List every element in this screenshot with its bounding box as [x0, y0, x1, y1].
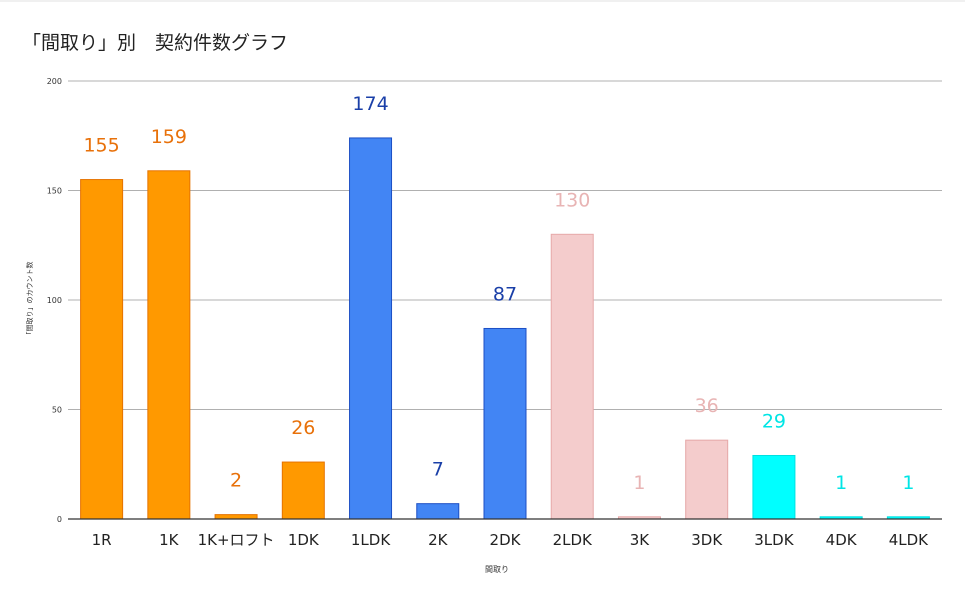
bar — [752, 454, 796, 520]
data-label: 1 — [633, 472, 645, 494]
bar — [483, 327, 527, 520]
y-axis-title: 「間取り」のカウント数 — [25, 262, 34, 339]
x-tick-label: 2DK — [490, 531, 522, 549]
bar — [281, 461, 325, 520]
data-label: 7 — [432, 459, 444, 481]
x-tick-label: 2K — [428, 531, 449, 549]
y-tick-label: 150 — [47, 187, 62, 196]
data-label: 1 — [902, 472, 914, 494]
x-tick-label: 1K — [159, 531, 180, 549]
y-tick-label: 200 — [47, 77, 62, 86]
data-label: 87 — [493, 283, 517, 305]
x-tick-label: 1LDK — [351, 531, 391, 549]
y-tick-label: 100 — [47, 296, 62, 305]
bar — [416, 503, 460, 520]
data-label: 2 — [230, 470, 242, 492]
bar — [80, 179, 124, 520]
x-tick-label: 4LDK — [889, 531, 929, 549]
y-tick-label: 0 — [57, 515, 62, 524]
x-axis-title: 間取り — [485, 565, 509, 574]
y-tick-label: 50 — [52, 406, 62, 415]
bar — [147, 170, 191, 520]
x-tick-label: 3K — [630, 531, 651, 549]
x-tick-label: 1DK — [288, 531, 320, 549]
x-tick-label: 3LDK — [754, 531, 794, 549]
x-tick-label: 3DK — [691, 531, 723, 549]
data-label: 130 — [554, 189, 590, 211]
data-label: 29 — [762, 410, 786, 432]
x-tick-label: 2LDK — [553, 531, 593, 549]
data-label: 36 — [695, 395, 719, 417]
data-label: 1 — [835, 472, 847, 494]
x-tick-label: 4DK — [826, 531, 858, 549]
data-label: 26 — [291, 417, 315, 439]
data-label: 155 — [83, 135, 119, 157]
data-label: 159 — [151, 126, 187, 148]
bar — [685, 439, 729, 520]
x-tick-label: 1K+ロフト — [198, 531, 275, 549]
bar — [214, 514, 258, 520]
bar — [349, 137, 393, 520]
data-label: 174 — [352, 93, 388, 115]
bar — [550, 233, 594, 520]
x-tick-label: 1R — [92, 531, 112, 549]
chart-title: 「間取り」別 契約件数グラフ — [22, 32, 289, 54]
